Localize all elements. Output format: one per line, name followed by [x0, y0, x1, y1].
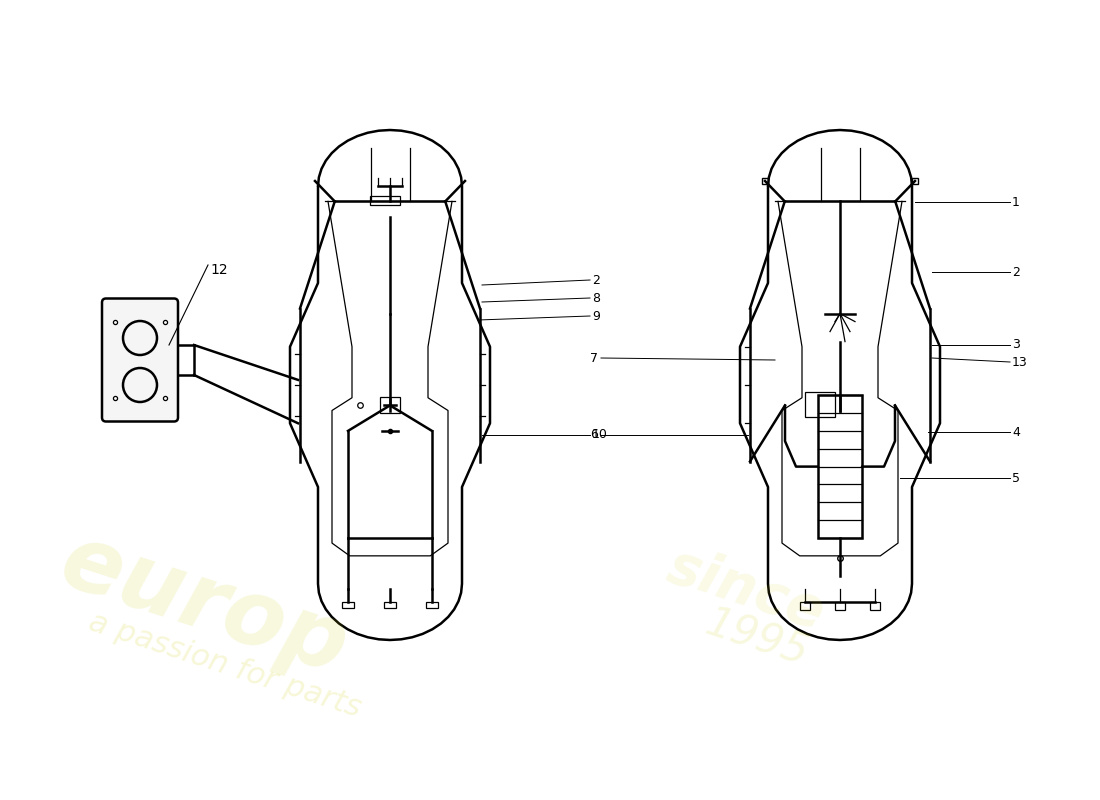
Text: 13: 13	[1012, 355, 1027, 369]
FancyBboxPatch shape	[102, 298, 178, 422]
Text: 10: 10	[592, 429, 608, 442]
Bar	[800, 602, 810, 610]
Text: since: since	[660, 539, 830, 641]
Bar	[870, 602, 880, 610]
Bar	[426, 602, 438, 608]
Text: 8: 8	[592, 291, 600, 305]
Text: europ: europ	[50, 518, 360, 693]
Bar	[342, 602, 354, 608]
Text: 2: 2	[592, 274, 600, 286]
Text: 2: 2	[1012, 266, 1020, 278]
Text: 12: 12	[210, 263, 228, 277]
Text: 1: 1	[1012, 195, 1020, 209]
Bar	[835, 602, 845, 610]
Text: 1995: 1995	[700, 602, 814, 674]
Text: 5: 5	[1012, 471, 1020, 485]
Bar	[370, 196, 400, 206]
Text: 9: 9	[592, 310, 600, 322]
Text: 6: 6	[590, 429, 598, 442]
Bar	[379, 398, 400, 414]
Text: 4: 4	[1012, 426, 1020, 438]
Bar	[818, 395, 862, 538]
Bar	[384, 602, 396, 608]
Text: 7: 7	[590, 351, 598, 365]
Text: 3: 3	[1012, 338, 1020, 351]
Text: a passion for parts: a passion for parts	[85, 607, 365, 722]
Bar	[805, 392, 835, 418]
